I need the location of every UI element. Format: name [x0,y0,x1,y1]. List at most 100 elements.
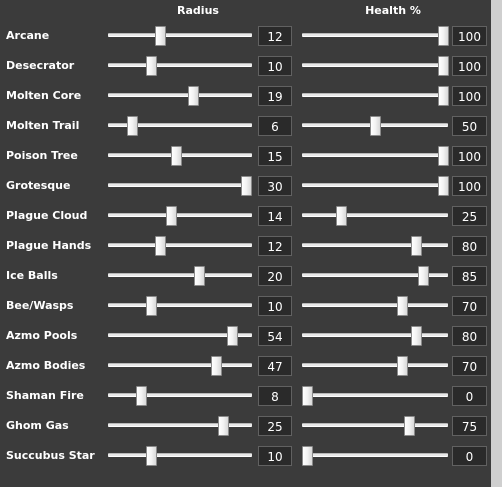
health-slider[interactable] [302,51,449,81]
slider-track[interactable] [108,303,252,307]
slider-track[interactable] [302,333,448,337]
health-value-field[interactable]: 70 [452,356,487,376]
radius-value-field[interactable]: 10 [258,446,292,466]
health-slider[interactable] [302,81,449,111]
health-value-field[interactable]: 100 [452,176,487,196]
health-value-field[interactable]: 80 [452,236,487,256]
slider-thumb[interactable] [240,176,252,196]
slider-thumb[interactable] [397,356,409,376]
radius-value-field[interactable]: 19 [258,86,292,106]
radius-value-field[interactable]: 15 [258,146,292,166]
slider-track[interactable] [302,393,448,397]
radius-value-field[interactable]: 14 [258,206,292,226]
slider-thumb[interactable] [438,86,449,106]
slider-track[interactable] [108,363,252,367]
slider-thumb[interactable] [154,236,166,256]
slider-track[interactable] [302,213,448,217]
health-value-field[interactable]: 0 [452,446,487,466]
health-value-field[interactable]: 70 [452,296,487,316]
slider-thumb[interactable] [370,116,381,136]
slider-thumb[interactable] [193,266,205,286]
health-value-field[interactable]: 100 [452,56,487,76]
radius-slider[interactable] [108,171,252,201]
slider-track[interactable] [108,453,252,457]
radius-slider[interactable] [108,111,252,141]
health-slider[interactable] [302,141,449,171]
radius-slider[interactable] [108,291,252,321]
health-slider[interactable] [302,111,448,141]
health-value-field[interactable]: 100 [452,146,487,166]
slider-track[interactable] [302,243,448,247]
slider-track[interactable] [108,123,252,127]
radius-value-field[interactable]: 8 [258,386,292,406]
slider-thumb[interactable] [410,326,422,346]
slider-thumb[interactable] [126,116,138,136]
slider-track[interactable] [302,153,448,157]
radius-value-field[interactable]: 54 [258,326,292,346]
slider-thumb[interactable] [145,296,157,316]
slider-track[interactable] [108,423,252,427]
slider-thumb[interactable] [170,146,182,166]
health-value-field[interactable]: 85 [452,266,487,286]
health-value-field[interactable]: 25 [452,206,487,226]
health-slider[interactable] [302,441,448,471]
radius-slider[interactable] [108,201,252,231]
health-slider[interactable] [302,381,448,411]
radius-slider[interactable] [108,351,252,381]
slider-track[interactable] [108,213,252,217]
slider-thumb[interactable] [438,146,449,166]
radius-slider[interactable] [108,321,252,351]
slider-thumb[interactable] [417,266,429,286]
slider-track[interactable] [108,393,252,397]
radius-slider[interactable] [108,81,252,111]
health-value-field[interactable]: 80 [452,326,487,346]
health-slider[interactable] [302,351,448,381]
slider-thumb[interactable] [217,416,229,436]
radius-value-field[interactable]: 20 [258,266,292,286]
slider-thumb[interactable] [438,176,449,196]
slider-track[interactable] [302,63,448,67]
slider-thumb[interactable] [438,26,449,46]
slider-track[interactable] [302,273,448,277]
radius-slider[interactable] [108,441,252,471]
slider-track[interactable] [108,243,252,247]
radius-slider[interactable] [108,21,252,51]
slider-track[interactable] [302,93,448,97]
radius-slider[interactable] [108,381,252,411]
radius-value-field[interactable]: 30 [258,176,292,196]
health-slider[interactable] [302,291,448,321]
health-slider[interactable] [302,411,448,441]
slider-thumb[interactable] [438,56,449,76]
slider-track[interactable] [302,453,448,457]
health-value-field[interactable]: 75 [452,416,487,436]
slider-thumb[interactable] [211,356,223,376]
radius-slider[interactable] [108,411,252,441]
radius-value-field[interactable]: 12 [258,236,292,256]
slider-track[interactable] [302,423,448,427]
slider-track[interactable] [108,183,252,187]
radius-value-field[interactable]: 10 [258,296,292,316]
slider-thumb[interactable] [302,446,313,466]
slider-track[interactable] [108,333,252,337]
slider-track[interactable] [108,273,252,277]
slider-thumb[interactable] [145,446,157,466]
slider-thumb[interactable] [336,206,347,226]
slider-thumb[interactable] [227,326,239,346]
health-slider[interactable] [302,321,448,351]
health-slider[interactable] [302,231,448,261]
slider-track[interactable] [108,93,252,97]
slider-thumb[interactable] [145,56,157,76]
health-value-field[interactable]: 50 [452,116,487,136]
slider-track[interactable] [302,303,448,307]
radius-slider[interactable] [108,261,252,291]
radius-value-field[interactable]: 6 [258,116,292,136]
slider-track[interactable] [108,63,252,67]
slider-track[interactable] [302,33,448,37]
slider-thumb[interactable] [165,206,177,226]
health-value-field[interactable]: 0 [452,386,487,406]
slider-thumb[interactable] [410,236,422,256]
slider-thumb[interactable] [136,386,148,406]
vertical-scrollbar[interactable] [491,0,502,487]
slider-thumb[interactable] [404,416,415,436]
slider-track[interactable] [108,33,252,37]
